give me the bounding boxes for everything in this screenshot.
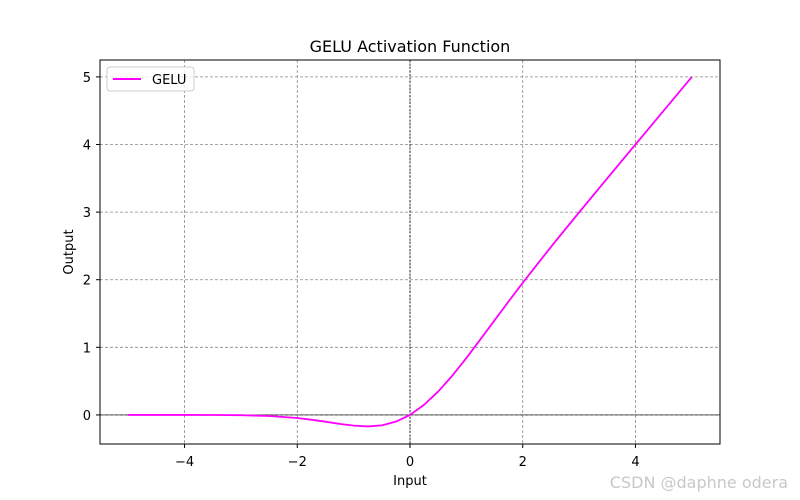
x-tick-label: −4 — [175, 455, 194, 470]
watermark: CSDN @daphne odera — [610, 473, 788, 492]
legend: GELU — [107, 67, 194, 91]
y-axis-label: Output — [62, 229, 77, 274]
y-tick-label: 0 — [83, 409, 91, 424]
y-tick-label: 5 — [83, 71, 91, 86]
x-tick-label: 4 — [631, 455, 639, 470]
chart-title: GELU Activation Function — [310, 37, 511, 56]
y-tick-label: 4 — [83, 139, 91, 154]
x-tick-label: −2 — [288, 455, 307, 470]
x-ticks: −4 −2 0 2 4 — [175, 444, 640, 470]
y-tick-label: 3 — [83, 206, 91, 221]
x-axis-label: Input — [393, 474, 427, 489]
x-tick-label: 0 — [406, 455, 414, 470]
legend-label: GELU — [152, 73, 186, 88]
y-tick-label: 1 — [83, 341, 91, 356]
y-ticks: 0 1 2 3 4 5 — [83, 71, 100, 424]
x-tick-label: 2 — [519, 455, 527, 470]
y-tick-label: 2 — [83, 274, 91, 289]
